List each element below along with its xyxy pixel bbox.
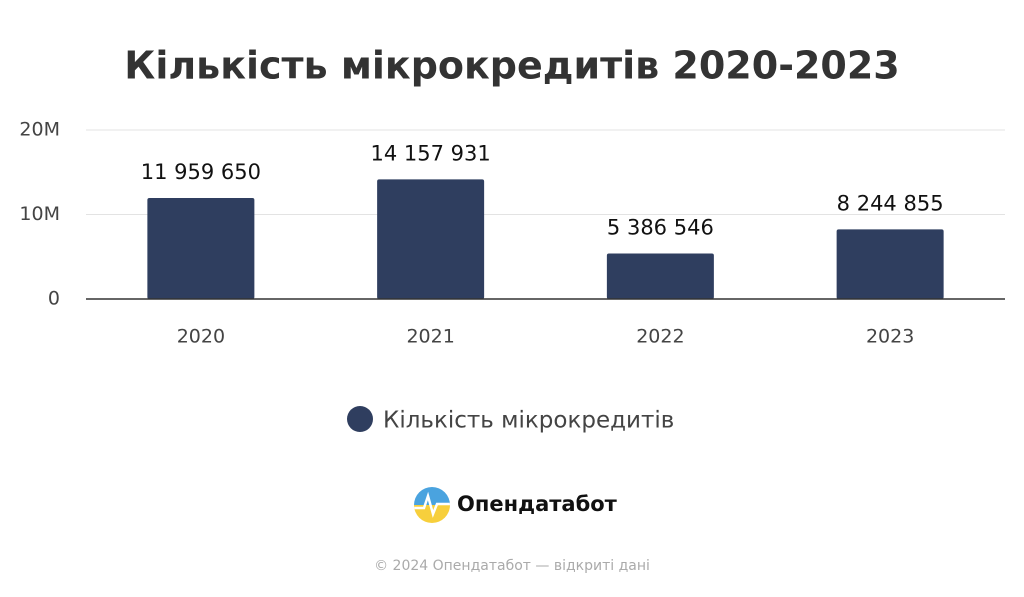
footer: © 2024 Опендатабот — відкриті дані [374,558,650,574]
y-tick-label: 10M [19,203,60,225]
y-tick-label: 20M [19,119,60,141]
x-tick-label: 2021 [406,326,454,348]
legend-marker [347,406,373,432]
bar [606,253,714,299]
brand-logo [414,487,450,523]
x-tick-label: 2020 [177,326,225,348]
data-label: 11 959 650 [141,160,261,184]
chart-title: Кількість мікрокредитів 2020-2023 [124,44,899,88]
x-tick-label: 2023 [866,326,914,348]
x-tick-label: 2022 [636,326,684,348]
bar [147,197,255,299]
data-label: 5 386 546 [607,215,714,239]
data-label: 14 157 931 [371,141,491,165]
data-label: 8 244 855 [837,191,944,215]
y-tick-label: 0 [48,288,60,310]
brand-name: Опендатабот [457,492,618,516]
legend-label: Кількість мікрокредитів [383,408,674,434]
bar [836,229,944,299]
bar [377,179,485,299]
